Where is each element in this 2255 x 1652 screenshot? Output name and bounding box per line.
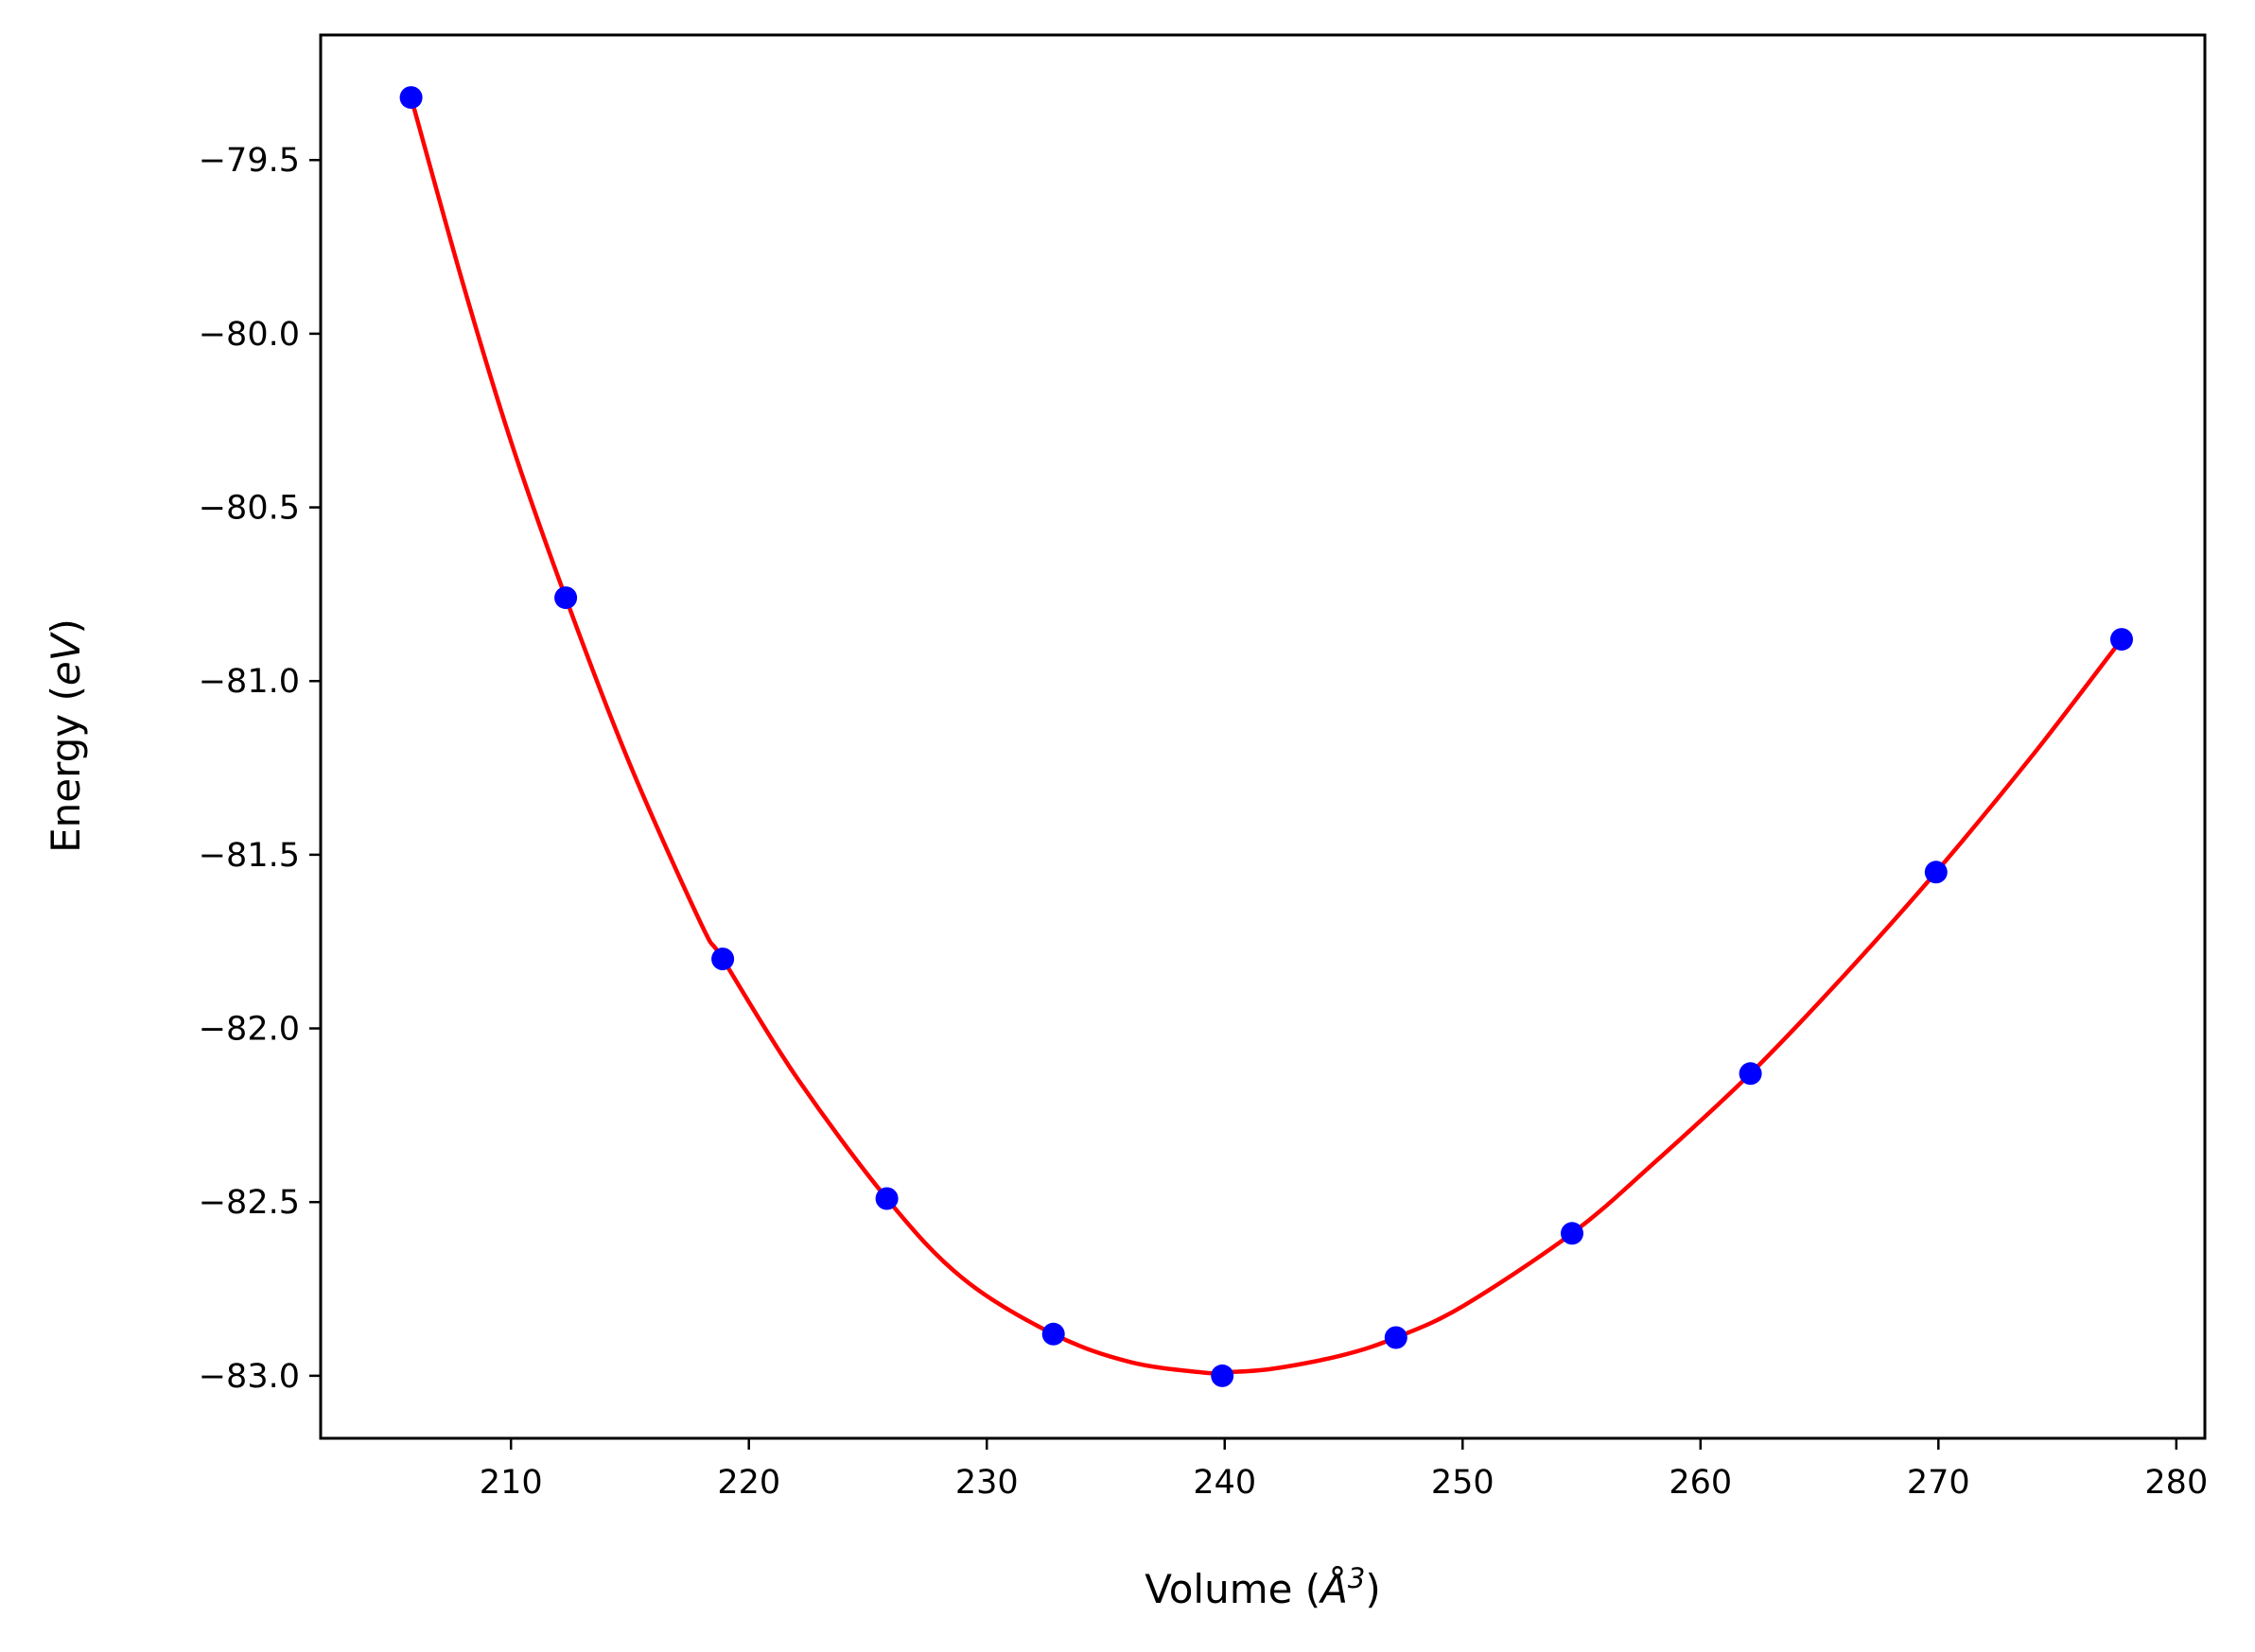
x-tick-label: 220 — [717, 1464, 780, 1502]
y-tick-label: −81.5 — [199, 837, 300, 875]
x-tick-label: 250 — [1431, 1464, 1495, 1502]
data-point — [875, 1187, 899, 1210]
data-point — [1384, 1326, 1407, 1349]
x-tick-label: 280 — [2144, 1464, 2208, 1502]
y-tick-label: −82.0 — [199, 1011, 300, 1049]
y-tick-label: −81.0 — [199, 663, 300, 701]
x-tick-label: 240 — [1193, 1464, 1256, 1502]
y-tick-label: −80.5 — [199, 490, 300, 528]
y-axis: −79.5 −80.0 −80.5 −81.0 −81.5 −82.0 −82.5 −83.0 — [199, 142, 321, 1396]
x-tick-label: 270 — [1907, 1464, 1970, 1502]
x-axis-label: Volume (Å3) — [1145, 1562, 1381, 1612]
data-point — [399, 86, 423, 110]
data-point — [554, 586, 578, 610]
x-tick-label: 210 — [480, 1464, 543, 1502]
data-point — [1739, 1062, 1762, 1086]
axes-frame — [319, 33, 2207, 1440]
x-tick-label: 260 — [1669, 1464, 1732, 1502]
y-axis-label-unit: eV — [43, 631, 89, 686]
y-tick-label: −80.0 — [199, 316, 300, 354]
plot-area — [399, 86, 2133, 1387]
data-point — [2110, 628, 2133, 652]
data-point — [1211, 1364, 1234, 1387]
x-axis-label-symbol: Å — [1318, 1565, 1348, 1612]
y-tick-label: −79.5 — [199, 142, 300, 180]
x-tick-label: 230 — [955, 1464, 1019, 1502]
y-axis-label-suffix: ) — [43, 618, 89, 634]
data-point — [1041, 1322, 1065, 1346]
y-tick-label: −83.0 — [199, 1358, 300, 1396]
x-axis-label-prefix: Volume ( — [1145, 1566, 1320, 1612]
y-tick-label: −82.5 — [199, 1184, 300, 1222]
fit-curve-line — [409, 96, 2124, 1376]
y-axis-label: Energy (eV) — [43, 618, 89, 853]
data-point — [1561, 1222, 1583, 1245]
data-point — [1924, 861, 1948, 884]
x-axis-label-power: 3 — [1348, 1562, 1365, 1594]
y-axis-label-prefix: Energy ( — [43, 686, 89, 853]
x-axis-label-suffix: ) — [1365, 1566, 1380, 1612]
x-axis: 210 220 230 240 250 260 270 280 — [480, 1438, 2208, 1502]
data-point — [711, 948, 735, 971]
